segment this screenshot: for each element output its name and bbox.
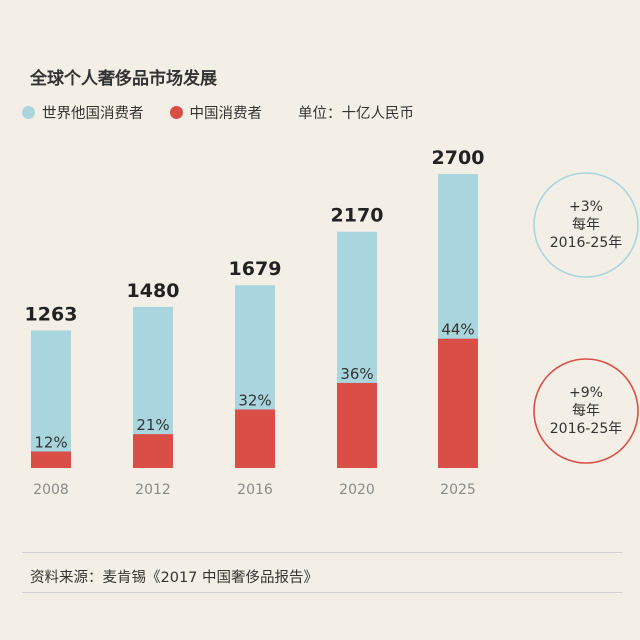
bar-world-2008 [31, 330, 71, 468]
legend-item-world: 世界他国消费者 [22, 102, 144, 123]
total-label-2012: 1480 [127, 280, 180, 302]
bar-china-2012 [133, 434, 173, 468]
total-label-2020: 2170 [331, 205, 384, 227]
bar-china-2025 [438, 338, 478, 468]
share-label-2012: 21% [136, 416, 169, 434]
total-label-2025: 2700 [432, 147, 485, 169]
growth-text-1-2: 每年 [572, 217, 600, 233]
x-tick-2012: 2012 [135, 482, 171, 498]
source-note: 资料来源：麦肯锡《2017 中国奢侈品报告》 [30, 570, 319, 586]
growth-circle-2 [533, 358, 639, 464]
total-label-2016: 1679 [229, 258, 282, 280]
footer-divider-top [22, 552, 622, 553]
growth-circle-1 [533, 172, 639, 278]
bar-china-2016 [235, 409, 275, 468]
x-tick-2020: 2020 [339, 482, 375, 498]
x-tick-2016: 2016 [237, 482, 273, 498]
unit-label: 单位：十亿人民币 [298, 106, 414, 122]
bar-china-2008 [31, 451, 71, 468]
legend-label-world: 世界他国消费者 [42, 106, 144, 122]
growth-text-2-3: 2016-25年 [550, 421, 623, 437]
growth-text-2-2: 每年 [572, 403, 600, 419]
footer-divider-bottom [22, 592, 622, 593]
legend-item-china: 中国消费者 [169, 102, 263, 123]
x-tick-2025: 2025 [440, 482, 476, 498]
legend-swatch-china [169, 106, 183, 119]
share-label-2020: 36% [340, 365, 373, 383]
growth-text-1-3: 2016-25年 [550, 235, 623, 251]
legend-label-china: 中国消费者 [189, 106, 263, 122]
total-label-2008: 1263 [25, 303, 78, 325]
legend-swatch-world [22, 106, 35, 119]
share-label-2008: 12% [34, 433, 67, 451]
share-label-2016: 32% [238, 391, 271, 409]
growth-text-2-1: +9% [569, 385, 603, 401]
chart-title: 全球个人奢侈品市场发展 [30, 69, 217, 89]
growth-text-1-1: +3% [569, 199, 603, 215]
bar-china-2020 [337, 382, 377, 468]
legend: 世界他国消费者 中国消费者 单位：十亿人民币 [22, 102, 414, 123]
x-tick-2008: 2008 [33, 482, 69, 498]
share-label-2025: 44% [441, 321, 474, 339]
